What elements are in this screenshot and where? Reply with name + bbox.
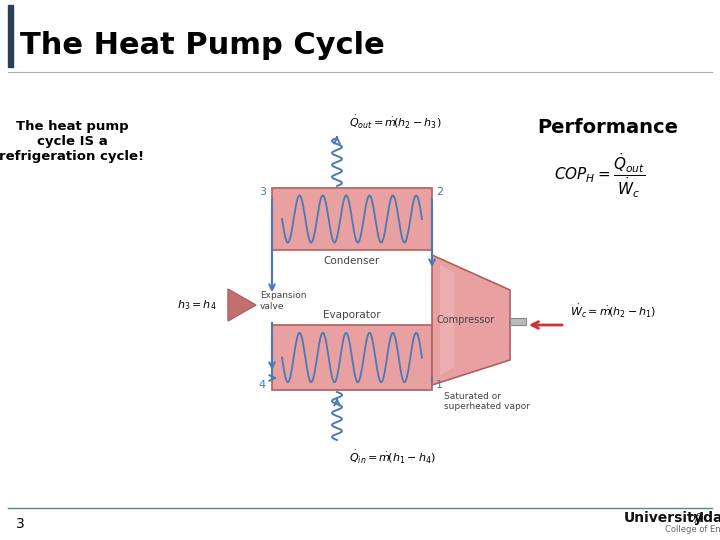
Text: 4: 4 (259, 380, 266, 390)
Text: $h_3 = h_4$: $h_3 = h_4$ (177, 298, 217, 312)
Text: Performance: Performance (538, 118, 678, 137)
Text: Condenser: Condenser (324, 256, 380, 266)
Text: $\dot{Q}_{in}=\dot{m}\!\left(h_1-h_4\right)$: $\dot{Q}_{in}=\dot{m}\!\left(h_1-h_4\rig… (349, 448, 436, 465)
Text: Expansion
valve: Expansion valve (260, 291, 307, 310)
Text: $\dot{Q}_{out}=\dot{m}\!\left(h_2-h_3\right)$: $\dot{Q}_{out}=\dot{m}\!\left(h_2-h_3\ri… (349, 113, 441, 130)
Bar (272, 325, 432, 390)
Text: Evaporator: Evaporator (323, 310, 381, 320)
Text: The heat pump
cycle IS a
refrigeration cycle!: The heat pump cycle IS a refrigeration c… (0, 120, 145, 163)
Text: Idaho: Idaho (699, 511, 720, 525)
Text: $COP_{H} = \dfrac{\dot{Q}_{out}}{\dot{W}_{c}}$: $COP_{H} = \dfrac{\dot{Q}_{out}}{\dot{W}… (554, 152, 646, 200)
Bar (510, 318, 526, 325)
Text: College of Engineering: College of Engineering (665, 524, 720, 534)
Text: University: University (624, 511, 703, 525)
Text: 3: 3 (16, 517, 24, 531)
Text: 2: 2 (436, 187, 443, 197)
Text: 1: 1 (436, 380, 443, 390)
Polygon shape (432, 255, 510, 385)
Text: $\dot{W}_c=\dot{m}\!\left(h_2-h_1\right)$: $\dot{W}_c=\dot{m}\!\left(h_2-h_1\right)… (570, 302, 657, 320)
Text: Compressor: Compressor (437, 315, 495, 325)
Text: The Heat Pump Cycle: The Heat Pump Cycle (20, 31, 384, 60)
Bar (272, 188, 432, 250)
Text: 3: 3 (259, 187, 266, 197)
Polygon shape (440, 265, 454, 375)
Bar (8, 5, 13, 67)
Text: of: of (689, 513, 700, 523)
Polygon shape (228, 289, 256, 321)
Text: Saturated or
superheated vapor: Saturated or superheated vapor (444, 392, 530, 411)
